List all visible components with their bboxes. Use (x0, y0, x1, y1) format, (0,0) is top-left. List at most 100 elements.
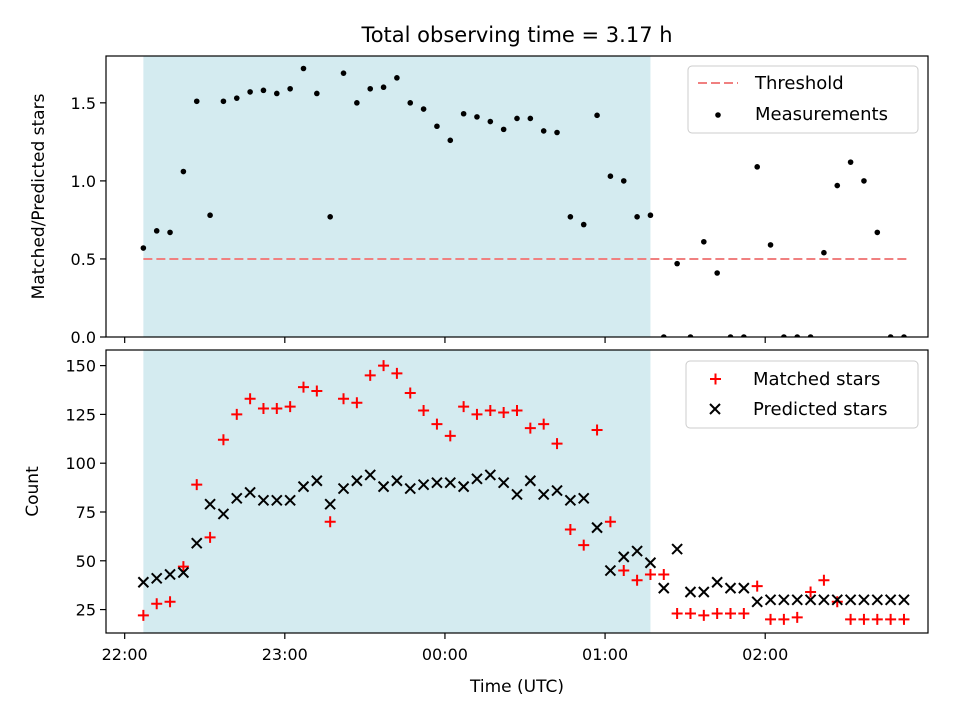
measurement-point (420, 106, 427, 112)
matched-star-point (444, 430, 456, 442)
x-tick-label: 22:00 (102, 645, 148, 664)
matched-star-point (885, 613, 897, 625)
matched-star-point (244, 393, 256, 405)
measurement-point (247, 89, 253, 95)
matched-star-point (271, 403, 283, 415)
matched-star-point (898, 613, 910, 625)
matched-star-point (618, 565, 630, 577)
measurement-point (380, 84, 387, 91)
predicted-star-point (257, 494, 270, 506)
matched-star-point (351, 397, 363, 409)
predicted-star-point (724, 582, 737, 594)
matched-star-point (644, 568, 656, 580)
matched-star-point (751, 580, 763, 592)
measurement-point (394, 75, 400, 81)
predicted-star-point (391, 475, 403, 487)
matched-star-point (591, 424, 603, 436)
matched-star-point (658, 568, 670, 580)
predicted-star-point (711, 576, 723, 588)
matched-star-point (231, 408, 243, 420)
predicted-star-point (551, 484, 563, 497)
legend: Matched stars Predicted stars (685, 360, 919, 429)
matched-star-point (484, 405, 496, 417)
predicted-star-point (871, 594, 883, 606)
predicted-star-point (738, 582, 750, 594)
matched-star-point (378, 360, 390, 372)
measurement-point (607, 173, 614, 180)
matched-star-point (498, 406, 510, 418)
measurement-point (834, 182, 841, 189)
matched-star-point (324, 516, 336, 528)
matched-star-point (257, 403, 269, 415)
x-axis-label: Time (UTC) (469, 677, 564, 697)
legend-predicted-label: Predicted stars (753, 399, 887, 420)
legend-threshold-label: Threshold (754, 73, 844, 94)
measurement-point (861, 178, 867, 184)
predicted-star-point (524, 475, 537, 487)
predicted-star-point (604, 564, 617, 577)
predicted-star-point (444, 477, 456, 489)
measurement-point (287, 85, 293, 92)
matched-star-point (217, 434, 229, 446)
matched-star-point (364, 369, 376, 381)
predicted-star-point (537, 488, 550, 501)
matched-star-point (604, 516, 616, 528)
measurement-point (300, 65, 307, 72)
measurement-point (714, 270, 720, 276)
predicted-star-point (177, 566, 190, 579)
matched-star-point (698, 609, 710, 621)
predicted-star-point (191, 537, 203, 549)
predicted-star-point (137, 576, 150, 588)
y-tick-label: 75 (76, 503, 96, 522)
predicted-star-point (858, 594, 870, 606)
matched-star-point (551, 438, 563, 450)
measurement-point (887, 334, 894, 337)
legend-box (685, 360, 919, 429)
measurement-point (554, 129, 560, 136)
series-predicted-stars (137, 469, 910, 608)
matched-star-point (471, 408, 483, 420)
matched-star-point (191, 479, 203, 491)
marks-group (140, 65, 910, 337)
top-panel: 0.0 0.5 1.0 1.5 Matched/Predicted stars Thres… (29, 55, 929, 347)
predicted-star-point (244, 486, 256, 499)
predicted-star-point (404, 482, 416, 495)
chart-title: Total observing time = 3.17 h (360, 23, 672, 47)
measurement-point (193, 98, 200, 105)
matched-star-point (458, 401, 470, 413)
predicted-star-point (471, 473, 483, 485)
series-measurements (140, 65, 907, 337)
measurement-point (514, 115, 520, 122)
matched-star-point (431, 418, 443, 430)
series-matched-stars (137, 360, 910, 625)
predicted-star-point (284, 494, 296, 506)
measurement-point (821, 249, 827, 256)
measurement-point (460, 110, 467, 117)
measurement-point (474, 114, 480, 120)
matched-star-point (818, 574, 830, 586)
predicted-star-point (417, 478, 430, 491)
matched-star-point (404, 387, 416, 399)
predicted-star-point (297, 480, 310, 493)
measurement-point (874, 229, 881, 236)
measurement-point (233, 95, 240, 101)
measurement-point (634, 213, 640, 220)
measurement-point (594, 112, 600, 119)
y-tick-label: 50 (76, 552, 96, 571)
predicted-star-point (497, 477, 510, 489)
matched-star-point (297, 381, 309, 393)
predicted-star-point (578, 492, 590, 505)
predicted-star-point (751, 596, 763, 608)
measurement-point (327, 213, 333, 220)
predicted-star-point (164, 568, 176, 581)
matched-star-point (284, 401, 296, 413)
matched-star-point (671, 607, 683, 619)
y-tick-label: 25 (76, 601, 96, 620)
measurement-point (434, 123, 440, 130)
predicted-star-point (377, 480, 390, 493)
matched-star-point (177, 561, 189, 573)
predicted-star-point (151, 572, 163, 585)
predicted-star-point (844, 594, 857, 606)
legend-measurement-swatch (715, 112, 721, 118)
predicted-star-point (431, 477, 443, 489)
